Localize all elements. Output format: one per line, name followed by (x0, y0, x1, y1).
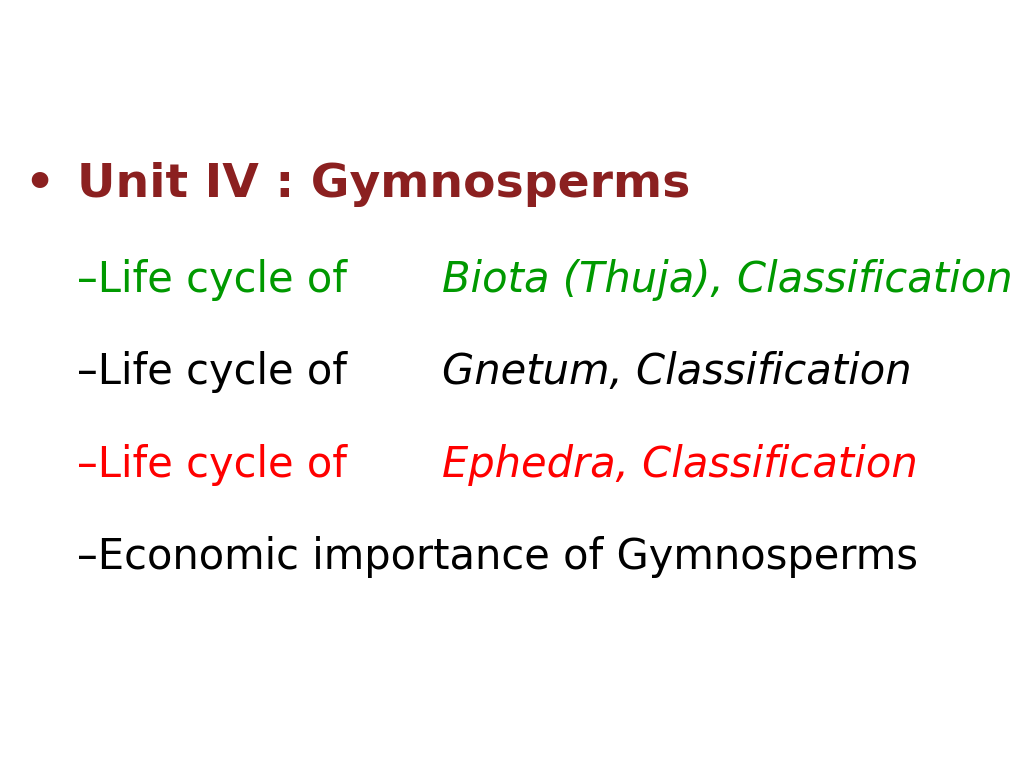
Text: –Life cycle of: –Life cycle of (77, 260, 360, 301)
Text: •: • (24, 162, 54, 207)
Text: –Economic importance of Gymnosperms: –Economic importance of Gymnosperms (77, 536, 918, 578)
Text: Unit IV : Gymnosperms: Unit IV : Gymnosperms (77, 162, 690, 207)
Text: Ephedra, Classification: Ephedra, Classification (442, 444, 919, 485)
Text: Gnetum, Classification: Gnetum, Classification (442, 352, 912, 393)
Text: –Life cycle of: –Life cycle of (77, 444, 360, 485)
Text: Biota (Thuja), Classification: Biota (Thuja), Classification (442, 260, 1013, 301)
Text: –Life cycle of: –Life cycle of (77, 352, 360, 393)
